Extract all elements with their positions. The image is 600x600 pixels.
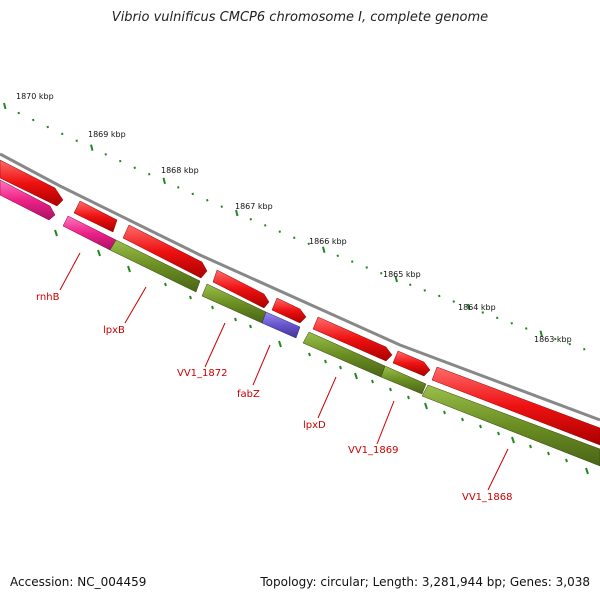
scale-label: 1865 kbp: [383, 270, 421, 279]
gene-arrow-reverse[interactable]: [109, 239, 201, 293]
minor-tick: [452, 300, 455, 303]
scale-label: 1869 kbp: [88, 130, 126, 139]
scale-label: 1867 kbp: [235, 202, 273, 211]
major-tick: [467, 303, 471, 311]
scale-label: 1868 kbp: [161, 166, 199, 175]
minor-tick: [554, 337, 557, 341]
minor-tick: [496, 316, 499, 320]
minor-tick: [351, 260, 354, 263]
gene-labels: rnhB lpxB VV1_1872 fabZ lpxD VV1_1869 VV…: [36, 292, 513, 503]
minor-tick: [119, 159, 122, 163]
forward-strand: [0, 159, 600, 446]
minor-tick: [525, 327, 528, 330]
minor-tick: [307, 242, 310, 245]
minor-tick: [133, 166, 136, 169]
minor-tick: [380, 272, 383, 275]
label-leaders: [59, 252, 509, 491]
minor-tick: [46, 125, 49, 129]
minor-tick: [510, 321, 513, 325]
minor-tick: [481, 311, 484, 314]
minor-tick: [249, 217, 252, 221]
gene-arrow-reverse[interactable]: [421, 384, 600, 467]
minor-tick: [293, 236, 296, 239]
inner-ticks: [54, 229, 589, 475]
gene-arrow-forward[interactable]: [271, 297, 307, 324]
minor-tick: [148, 173, 151, 176]
gene-arrow-reverse[interactable]: [380, 365, 427, 395]
gene-arrow-forward[interactable]: [122, 224, 208, 279]
gene-label[interactable]: rnhB: [36, 292, 60, 303]
gene-arrow-forward[interactable]: [431, 366, 600, 446]
minor-tick: [206, 199, 209, 202]
major-tick: [539, 330, 543, 338]
gene-arrow-forward[interactable]: [392, 350, 431, 377]
major-tick: [162, 177, 166, 185]
gene-arrow-forward[interactable]: [0, 159, 64, 207]
major-tick: [3, 102, 7, 110]
minor-tick: [191, 192, 194, 196]
minor-tick: [177, 186, 180, 189]
minor-tick: [75, 139, 78, 143]
minor-tick: [336, 254, 339, 257]
minor-tick: [278, 230, 281, 233]
minor-tick: [104, 153, 107, 156]
topology-summary: Topology: circular; Length: 3,281,944 bp…: [260, 575, 590, 589]
scale-label: 1863 kbp: [534, 335, 572, 344]
minor-tick: [264, 224, 267, 227]
gene-label[interactable]: VV1_1869: [348, 445, 399, 456]
gene-arrow-forward[interactable]: [312, 316, 393, 362]
gene-arrow-forward[interactable]: [212, 269, 270, 309]
minor-tick: [423, 289, 426, 292]
major-tick: [322, 246, 326, 254]
map-title: Vibrio vulnificus CMCP6 chromosome I, co…: [111, 10, 489, 25]
outer-scale-ticks: [3, 102, 586, 351]
major-tick: [235, 209, 239, 217]
gene-arrow-forward[interactable]: [73, 200, 118, 233]
minor-tick: [17, 111, 20, 115]
major-tick: [394, 275, 398, 283]
scale-label: 1870 kbp: [16, 92, 54, 101]
minor-tick: [438, 294, 441, 298]
minor-tick: [220, 205, 223, 208]
gene-arrow-reverse[interactable]: [261, 311, 301, 339]
gene-label[interactable]: VV1_1872: [177, 368, 228, 379]
major-tick: [90, 144, 94, 151]
scale-labels: 1870 kbp 1869 kbp 1868 kbp 1867 kbp 1866…: [16, 92, 572, 344]
gene-label[interactable]: lpxB: [103, 325, 125, 336]
minor-tick: [61, 132, 64, 136]
gene-label[interactable]: VV1_1868: [462, 492, 513, 503]
minor-tick: [568, 342, 571, 346]
gene-label[interactable]: lpxD: [303, 420, 326, 431]
minor-tick: [409, 283, 412, 286]
gene-arrow-reverse[interactable]: [0, 179, 56, 221]
minor-tick: [583, 347, 586, 351]
scale-label: 1866 kbp: [309, 237, 347, 246]
backbone-line: [0, 152, 600, 422]
minor-tick: [32, 118, 35, 122]
accession-text: Accession: NC_004459: [10, 575, 147, 589]
scale-label: 1864 kbp: [458, 303, 496, 312]
reverse-strand: [0, 179, 600, 467]
gene-label[interactable]: fabZ: [237, 389, 260, 400]
minor-tick: [365, 266, 368, 269]
